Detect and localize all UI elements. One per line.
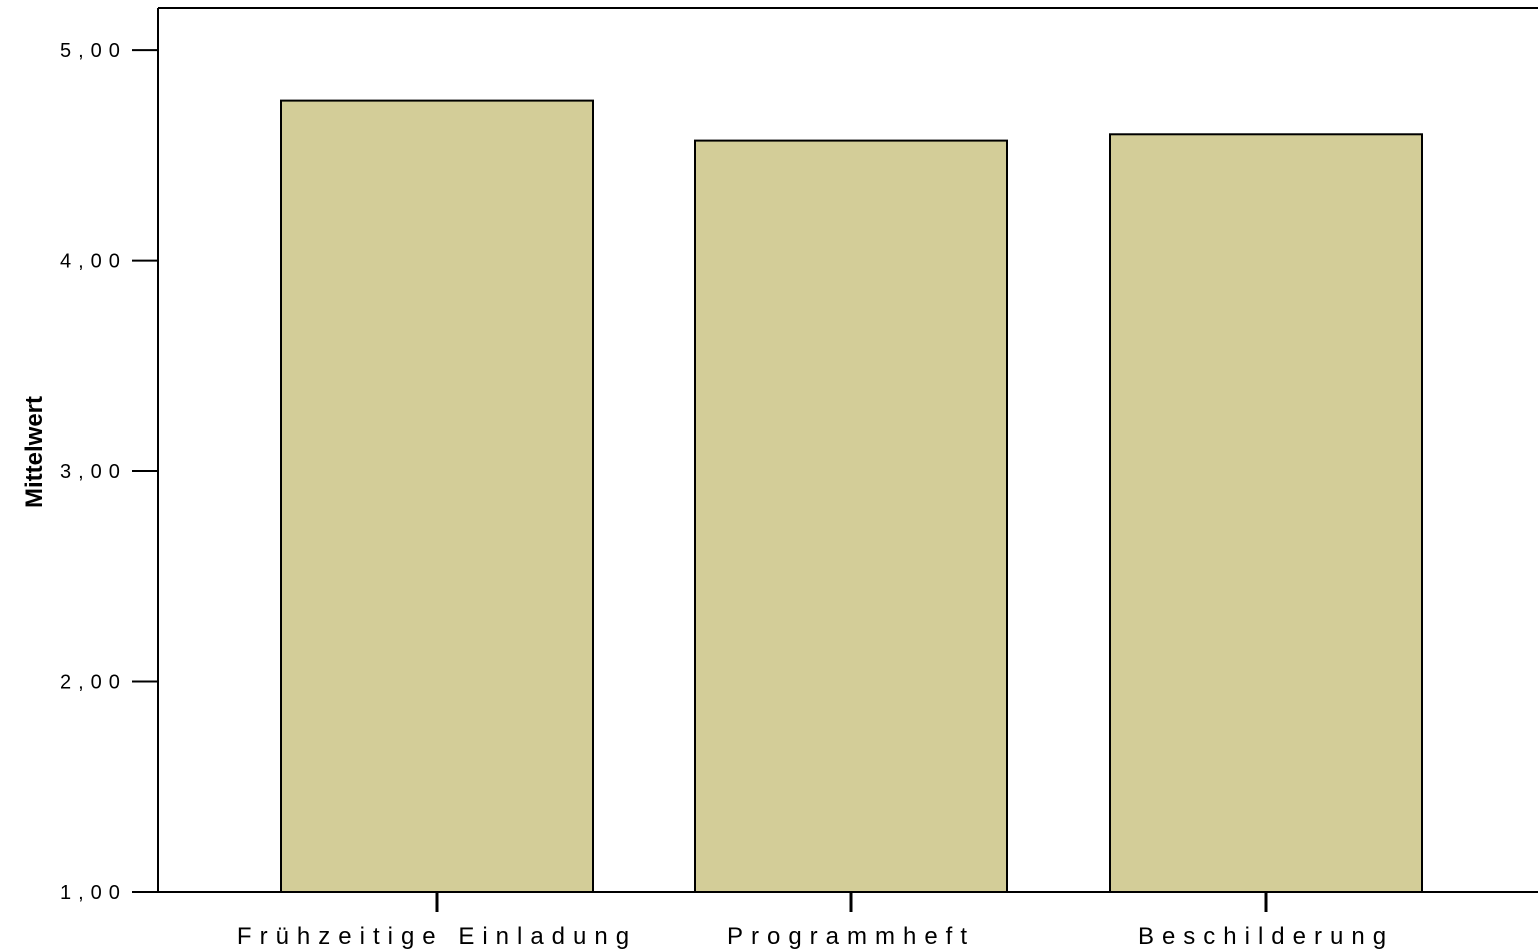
bars-layer <box>280 99 1423 894</box>
x-category-label: Frühzeitige Einladung <box>237 923 637 950</box>
bar-3 <box>1109 133 1423 894</box>
y-tick-label: 5,00 <box>60 40 127 62</box>
bar-1 <box>280 99 594 894</box>
x-category-label: Beschilderung <box>1138 923 1394 950</box>
y-axis-title: Mittelwert <box>21 396 48 508</box>
y-tick-label: 2,00 <box>60 672 127 694</box>
y-tick-label: 4,00 <box>60 251 127 273</box>
y-tick-label: 3,00 <box>60 461 127 483</box>
y-tick-label: 1,00 <box>60 882 127 904</box>
y-axis-ticks: 1,00 2,00 3,00 4,00 5,00 <box>60 40 158 904</box>
x-axis-ticks: Frühzeitige Einladung Programmheft Beschil… <box>237 892 1394 950</box>
x-category-label: Programmheft <box>727 923 975 950</box>
bar-2 <box>694 139 1008 894</box>
